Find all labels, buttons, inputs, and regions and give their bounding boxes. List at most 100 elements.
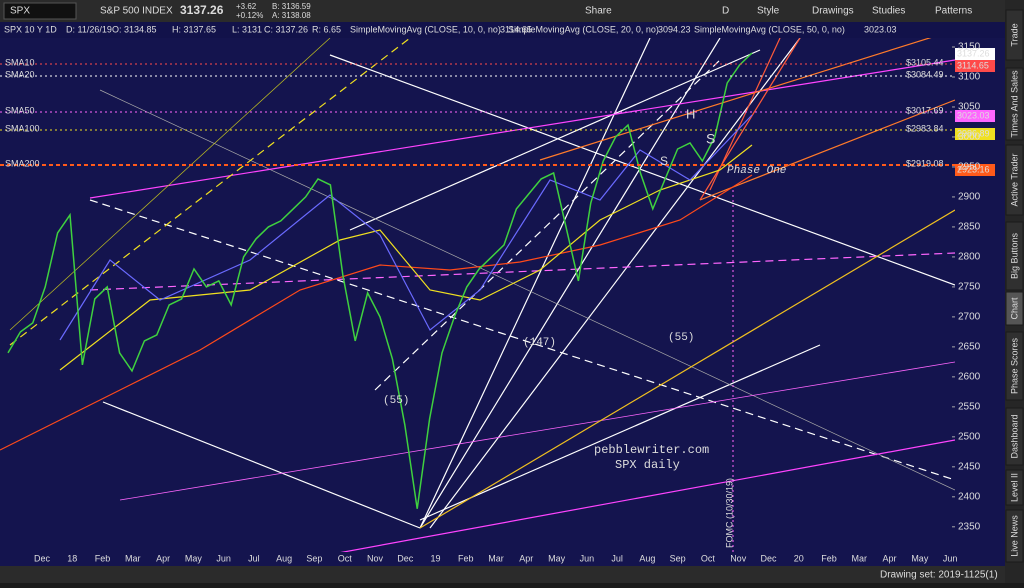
- x-tick-label: Feb: [95, 553, 111, 563]
- study-name: SimpleMovingAvg (CLOSE, 10, 0, no): [350, 24, 501, 34]
- price-tag: [955, 110, 995, 122]
- side-tab[interactable]: [1005, 331, 1024, 401]
- level-price: $2983.84: [906, 123, 944, 133]
- side-tab[interactable]: [1005, 9, 1024, 61]
- y-tick-label: 3100: [958, 72, 981, 83]
- last-price: 3137.26: [180, 3, 224, 17]
- x-tick-label: Dec: [34, 553, 51, 563]
- trend-line: [102, 401, 421, 529]
- price-tag-label: 2986.89: [957, 128, 990, 138]
- time-axis: [0, 552, 1005, 566]
- price-tag-label: 3023.03: [957, 110, 990, 120]
- x-tick-label: 20: [794, 553, 804, 563]
- trend-line: [374, 59, 721, 391]
- toolbar-button[interactable]: Patterns: [935, 6, 972, 17]
- price-tag: [955, 164, 995, 176]
- y-tick-label: 2850: [958, 222, 981, 233]
- y-tick-label: 2800: [958, 252, 981, 263]
- level-price: $3017.69: [906, 105, 944, 115]
- side-tab[interactable]: [1005, 407, 1024, 466]
- price-tag-label: 2923.16: [957, 164, 990, 174]
- side-tab[interactable]: [1005, 469, 1024, 506]
- side-tab[interactable]: [1005, 67, 1024, 141]
- toolbar-button[interactable]: Share: [585, 6, 612, 17]
- x-tick-label: Feb: [821, 553, 837, 563]
- trend-line: [340, 439, 955, 552]
- x-tick-label: Jun: [943, 553, 958, 563]
- side-tab[interactable]: [1005, 291, 1024, 326]
- y-tick-label: 2350: [958, 521, 981, 532]
- x-tick-label: Dec: [397, 553, 414, 563]
- x-tick-label: Feb: [458, 553, 474, 563]
- x-tick-label: Mar: [852, 553, 868, 563]
- level-label: SMA20: [5, 69, 35, 79]
- x-tick-label: Dec: [760, 553, 777, 563]
- annotation: (147): [523, 337, 556, 349]
- y-tick-label: 2550: [958, 401, 981, 412]
- annotation: (55): [383, 395, 409, 407]
- legend-item: H: 3137.65: [172, 24, 216, 34]
- level-label: SMA100: [5, 123, 40, 133]
- level-price: $3084.49: [906, 69, 944, 79]
- legend-item: C: 3137.26: [264, 24, 308, 34]
- drawings: [0, 38, 955, 552]
- toolbar: [0, 0, 1024, 22]
- trend-line: [419, 38, 651, 529]
- x-tick-label: 19: [431, 553, 441, 563]
- y-tick-label: 3050: [958, 102, 981, 113]
- trend-line: [329, 54, 955, 286]
- study-value: 3114.65: [500, 24, 532, 34]
- study-name: SimpleMovingAvg (CLOSE, 50, 0, no): [694, 24, 845, 34]
- trend-line: [419, 344, 821, 521]
- level-label: SMA200: [5, 158, 40, 168]
- side-tab-label: Live News: [1009, 515, 1019, 557]
- x-tick-label: Nov: [367, 553, 384, 563]
- x-tick-label: Apr: [883, 553, 897, 563]
- x-tick-label: 18: [67, 553, 77, 563]
- side-tab[interactable]: [1005, 509, 1024, 563]
- side-tab-label: Phase Scores: [1009, 337, 1019, 394]
- toolbar-button[interactable]: D: [722, 6, 729, 17]
- legend-bar: [0, 22, 1005, 38]
- side-tab-label: Active Trader: [1009, 153, 1019, 206]
- price-tag-label: 3114.65: [957, 60, 989, 70]
- x-tick-label: Sep: [306, 553, 322, 563]
- toolbar-button[interactable]: Style: [757, 6, 780, 17]
- status: Drawing set: 2019-1125(1): [880, 570, 998, 581]
- toolbar-button[interactable]: Drawings: [812, 6, 854, 17]
- y-tick-label: 2750: [958, 282, 981, 293]
- symbol: SPX: [10, 6, 30, 17]
- level-label: SMA10: [5, 57, 35, 67]
- level-price: $2919.08: [906, 158, 944, 168]
- x-tick-label: Sep: [670, 553, 686, 563]
- legend-item: O: 3134.85: [112, 24, 157, 34]
- annotation: (55): [668, 332, 694, 344]
- x-tick-label: Nov: [730, 553, 747, 563]
- x-tick-label: Apr: [519, 553, 533, 563]
- trend-line: [429, 38, 801, 529]
- x-tick-label: Jul: [248, 553, 260, 563]
- x-tick-label: Jul: [611, 553, 623, 563]
- symbol-box[interactable]: [3, 2, 77, 20]
- study-name: SimpleMovingAvg (CLOSE, 20, 0, no): [508, 24, 659, 34]
- annotation: pebblewriter.com: [594, 443, 709, 457]
- side-tab-label: Big Buttons: [1009, 232, 1019, 279]
- trend-line: [9, 38, 331, 331]
- sma200-line: [0, 174, 753, 451]
- x-tick-label: Oct: [338, 553, 353, 563]
- side-tab-label: Trade: [1009, 23, 1019, 46]
- fomc-label: FOMC (10/30/19): [724, 478, 734, 548]
- toolbar-button[interactable]: Studies: [872, 6, 905, 17]
- trend-line: [539, 38, 932, 161]
- side-tab[interactable]: [1005, 221, 1024, 291]
- study-value: 3094.23: [658, 24, 691, 34]
- annotation: SPX daily: [615, 458, 680, 472]
- side-tab-label: Level II: [1009, 473, 1019, 502]
- x-tick-label: Aug: [276, 553, 292, 563]
- side-tab-label: Dashboard: [1009, 414, 1019, 458]
- level-label: SMA50: [5, 105, 35, 115]
- side-tab[interactable]: [1005, 144, 1024, 216]
- trend-line: [89, 59, 955, 199]
- y-tick-label: 2400: [958, 491, 981, 502]
- annotation: H: [686, 106, 695, 121]
